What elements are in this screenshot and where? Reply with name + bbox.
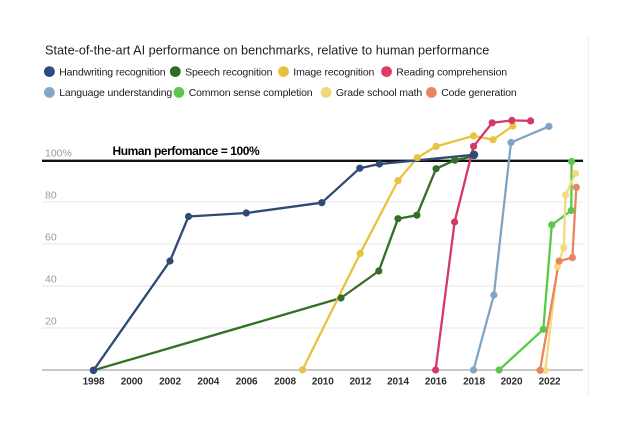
- svg-text:40: 40: [45, 274, 57, 286]
- svg-text:Human perfomance = 100%: Human perfomance = 100%: [113, 144, 260, 158]
- svg-text:2002: 2002: [159, 377, 181, 388]
- svg-text:60: 60: [45, 232, 57, 244]
- svg-text:Handwriting recognition: Handwriting recognition: [59, 66, 166, 78]
- svg-text:Grade school math: Grade school math: [336, 87, 422, 99]
- svg-text:Image recognition: Image recognition: [293, 66, 374, 78]
- svg-text:2014: 2014: [387, 377, 409, 388]
- svg-text:Speech recognition: Speech recognition: [185, 66, 273, 78]
- svg-text:2000: 2000: [121, 377, 143, 388]
- svg-text:2022: 2022: [539, 377, 561, 388]
- svg-text:Language understanding: Language understanding: [59, 87, 172, 99]
- svg-text:Code generation: Code generation: [441, 87, 517, 99]
- svg-text:2016: 2016: [425, 377, 447, 388]
- svg-text:2008: 2008: [274, 377, 296, 388]
- svg-text:2010: 2010: [312, 377, 334, 388]
- svg-text:2006: 2006: [236, 377, 258, 388]
- svg-text:2004: 2004: [197, 377, 219, 388]
- svg-text:2018: 2018: [463, 377, 485, 388]
- svg-text:80: 80: [45, 190, 57, 202]
- svg-text:Reading comprehension: Reading comprehension: [396, 66, 507, 78]
- svg-text:State-of-the-art AI performanc: State-of-the-art AI performance on bench…: [45, 43, 489, 57]
- svg-text:2020: 2020: [501, 377, 523, 388]
- svg-text:20: 20: [45, 316, 57, 328]
- svg-text:2012: 2012: [349, 377, 371, 388]
- svg-text:1998: 1998: [83, 377, 105, 388]
- svg-text:100%: 100%: [45, 148, 72, 160]
- svg-text:Common sense completion: Common sense completion: [189, 87, 313, 99]
